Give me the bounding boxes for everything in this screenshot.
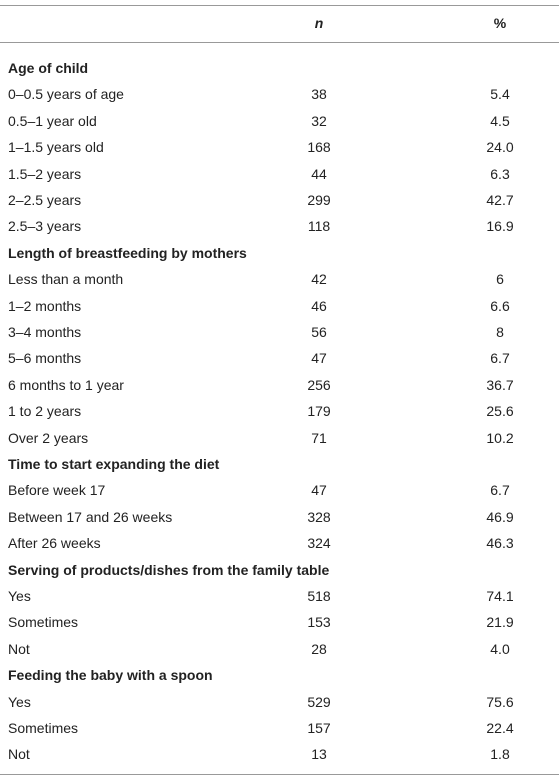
percent-cell: 8: [496, 324, 504, 340]
percent-cell: 46.9: [486, 508, 514, 525]
count-cell: 324: [307, 535, 331, 552]
count-cell: 328: [307, 508, 331, 525]
percent-cell: 10.2: [486, 429, 514, 446]
row-label: Over 2 years: [8, 429, 89, 446]
count-cell: 47: [311, 350, 327, 367]
row-label: Less than a month: [8, 271, 124, 288]
count-cell: 32: [311, 112, 327, 129]
row-label: Not: [8, 746, 30, 763]
row-label: 1–2 months: [8, 297, 82, 314]
column-header: n: [314, 15, 324, 31]
section-title: Feeding the baby with a spoon: [8, 667, 213, 684]
count-cell: 56: [311, 324, 327, 340]
row-label: Yes: [8, 693, 31, 710]
percent-cell: 25.6: [486, 403, 514, 420]
row-label: 0–0.5 years of age: [8, 86, 124, 103]
count-cell: 157: [307, 720, 331, 736]
row-label: 1 to 2 years: [8, 403, 82, 420]
row-label: 2–2.5 years: [8, 192, 82, 208]
column-header: %: [493, 15, 507, 31]
section-title: Age of child: [8, 60, 89, 76]
count-cell: 38: [311, 86, 327, 103]
row-label: 5–6 months: [8, 350, 82, 367]
percent-cell: 16.9: [486, 218, 514, 235]
count-cell: 118: [307, 218, 331, 235]
percent-cell: 46.3: [486, 535, 514, 552]
row-label: Sometimes: [8, 614, 79, 631]
row-label: 1.5–2 years: [8, 165, 82, 182]
percent-cell: 36.7: [486, 376, 514, 393]
row-label: 6 months to 1 year: [8, 376, 124, 393]
section-title: Time to start expanding the diet: [8, 456, 220, 472]
row-label: Not: [8, 640, 30, 657]
percent-cell: 6.6: [490, 297, 510, 314]
percent-cell: 6.3: [490, 165, 510, 182]
count-cell: 28: [311, 640, 327, 657]
count-cell: 47: [311, 482, 327, 499]
count-cell: 529: [307, 693, 331, 710]
percent-cell: 74.1: [486, 588, 514, 604]
percent-cell: 21.9: [486, 614, 514, 631]
percent-cell: 1.8: [490, 746, 510, 763]
bottom-rule: [0, 774, 559, 775]
section-title: Serving of products/dishes from the fami…: [8, 561, 330, 578]
row-label: 2.5–3 years: [8, 218, 82, 235]
count-cell: 44: [311, 165, 327, 182]
row-label: After 26 weeks: [8, 535, 101, 552]
top-rule: [0, 5, 559, 6]
row-label: 1–1.5 years old: [8, 139, 104, 156]
count-cell: 168: [307, 139, 331, 156]
count-cell: 71: [311, 429, 327, 446]
percent-cell: 5.4: [490, 86, 510, 103]
row-label: 0.5–1 year old: [8, 112, 97, 129]
row-label: Sometimes: [8, 720, 79, 736]
percent-cell: 24.0: [486, 139, 514, 156]
count-cell: 256: [307, 376, 331, 393]
count-cell: 42: [311, 271, 327, 288]
count-cell: 153: [307, 614, 331, 631]
percent-cell: 6: [496, 271, 504, 288]
percent-cell: 22.4: [486, 720, 514, 736]
percent-cell: 42.7: [486, 192, 514, 208]
header-rule: [0, 42, 559, 43]
percent-cell: 75.6: [486, 693, 514, 710]
percent-cell: 6.7: [490, 482, 510, 499]
count-cell: 518: [307, 588, 331, 604]
row-label: 3–4 months: [8, 324, 82, 340]
row-label: Yes: [8, 588, 31, 604]
count-cell: 299: [307, 192, 331, 208]
row-label: Between 17 and 26 weeks: [8, 508, 173, 525]
count-cell: 13: [311, 746, 327, 763]
percent-cell: 4.5: [490, 112, 510, 129]
percent-cell: 4.0: [490, 640, 510, 657]
section-title: Length of breastfeeding by mothers: [8, 244, 247, 261]
row-label: Before week 17: [8, 482, 106, 499]
percent-cell: 6.7: [490, 350, 510, 367]
count-cell: 46: [311, 297, 327, 314]
count-cell: 179: [307, 403, 331, 420]
